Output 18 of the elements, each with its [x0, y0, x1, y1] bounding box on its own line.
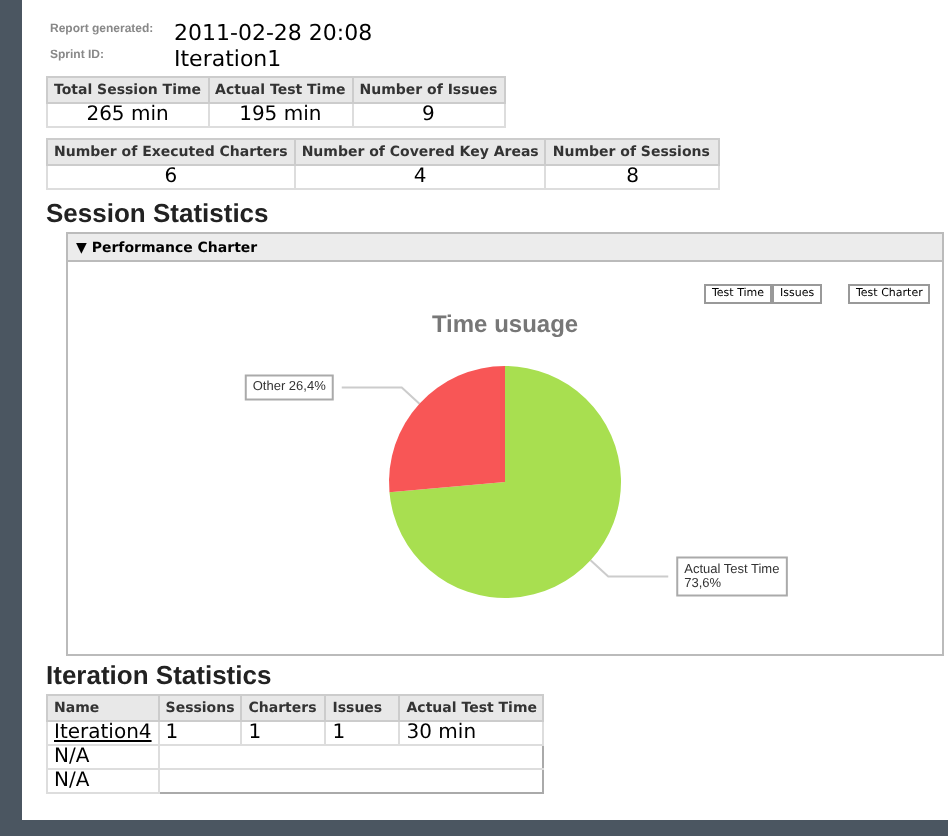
text: 8 — [545, 165, 720, 189]
text: 1 — [158, 721, 242, 745]
text: 9 — [352, 103, 505, 127]
text: 265 min — [47, 103, 209, 127]
text: 6 — [47, 165, 295, 189]
text: 1 — [325, 721, 400, 745]
chart-title: Time usuage — [431, 310, 579, 338]
text: Session Statistics — [46, 198, 269, 228]
text: 1 — [241, 721, 326, 745]
text: 195 min — [208, 103, 353, 127]
text: 4 — [294, 165, 546, 189]
text: N/A — [47, 745, 159, 769]
text: 30 min — [399, 721, 544, 745]
text: Iteration1 — [174, 46, 282, 72]
text: Iteration Statistics — [46, 660, 272, 690]
text: 2011-02-28 20:08 — [174, 20, 373, 46]
text: Iteration4 — [47, 721, 159, 745]
text: N/A — [47, 769, 159, 793]
